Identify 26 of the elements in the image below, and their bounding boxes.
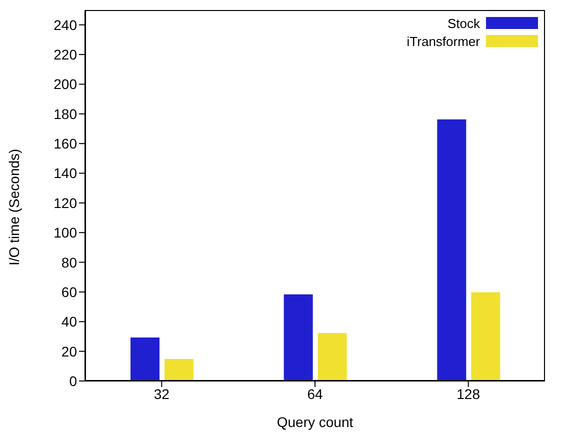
bar bbox=[130, 337, 160, 381]
y-tick-label: 80 bbox=[61, 254, 78, 270]
legend-label: iTransformer bbox=[406, 34, 480, 48]
bar bbox=[437, 119, 466, 381]
x-axis-title: Query count bbox=[276, 414, 354, 430]
y-tick-label: 40 bbox=[61, 314, 78, 330]
bar bbox=[164, 358, 194, 381]
bar bbox=[318, 333, 347, 381]
y-tick-label: 120 bbox=[54, 194, 78, 211]
y-tick-label: 200 bbox=[54, 76, 78, 92]
y-axis-title: I/O time (Seconds) bbox=[6, 148, 22, 266]
y-tick-label: 140 bbox=[54, 165, 78, 182]
y-tick-label: 100 bbox=[54, 224, 78, 241]
bar bbox=[471, 292, 500, 381]
y-tick-label: 160 bbox=[54, 136, 78, 152]
y-tick-label: 60 bbox=[61, 284, 78, 300]
bar bbox=[284, 294, 313, 381]
y-tick-label: 180 bbox=[54, 106, 78, 122]
legend-label: Stock bbox=[447, 16, 480, 30]
y-tick-label: 0 bbox=[69, 372, 78, 389]
x-tick-label: 64 bbox=[307, 386, 323, 402]
y-tick-label: 20 bbox=[61, 343, 78, 360]
y-tick-label: 240 bbox=[54, 16, 78, 33]
x-tick-label: 128 bbox=[456, 386, 480, 402]
x-tick-label: 32 bbox=[154, 386, 170, 402]
y-tick-label: 220 bbox=[54, 46, 78, 62]
